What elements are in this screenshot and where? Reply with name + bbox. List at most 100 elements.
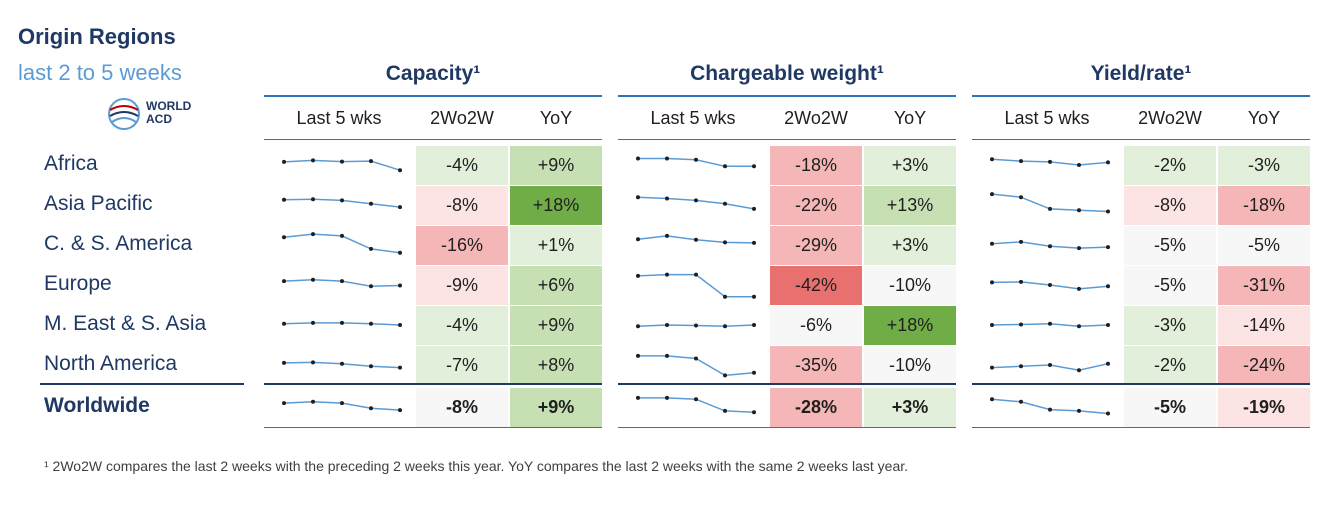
sparkline-point bbox=[340, 159, 344, 164]
column-header: Last 5 wks bbox=[296, 108, 382, 128]
yoy-cell: -5% bbox=[1218, 226, 1310, 265]
sparkline-point bbox=[398, 205, 402, 210]
header-rule bbox=[264, 139, 602, 140]
sparkline-point bbox=[1048, 244, 1052, 249]
sparkline-point bbox=[723, 240, 727, 245]
yoy-cell: +3% bbox=[864, 146, 956, 185]
wow-cell: -7% bbox=[416, 346, 508, 385]
sparkline-point bbox=[636, 395, 640, 400]
sparkline-point bbox=[398, 365, 402, 370]
sparkline-point bbox=[340, 198, 344, 203]
worldwide-divider bbox=[40, 383, 244, 385]
column-header: YoY bbox=[539, 108, 573, 128]
sparkline bbox=[990, 321, 1110, 329]
sparkline bbox=[990, 192, 1110, 214]
yoy-cell: +6% bbox=[510, 266, 602, 305]
sparkline-point bbox=[1019, 364, 1023, 369]
sparkline-point bbox=[340, 401, 344, 406]
sparkline-point bbox=[369, 284, 373, 289]
sparkline-point bbox=[1077, 324, 1081, 329]
worldwide-divider bbox=[972, 383, 1310, 385]
sparkline-point bbox=[311, 360, 315, 365]
wow-cell: -16% bbox=[416, 226, 508, 265]
logo-text: WORLD ACD bbox=[146, 99, 192, 126]
sparkline bbox=[636, 353, 756, 378]
sparkline-point bbox=[694, 272, 698, 277]
yoy-cell: -18% bbox=[1218, 186, 1310, 225]
group-rule bbox=[972, 95, 1310, 97]
wow-cell: -8% bbox=[416, 186, 508, 225]
region-label: C. & S. America bbox=[44, 232, 193, 255]
worldwide-divider bbox=[264, 383, 602, 385]
region-label: Africa bbox=[44, 152, 98, 175]
sparkline-point bbox=[1077, 163, 1081, 167]
sparkline-point bbox=[1077, 368, 1081, 373]
sparkline-point bbox=[665, 353, 669, 358]
yoy-cell: -24% bbox=[1218, 346, 1310, 385]
sparkline-point bbox=[1019, 322, 1023, 327]
yoy-cell: +3% bbox=[864, 388, 956, 427]
sparkline-point bbox=[723, 373, 727, 378]
sparkline-point bbox=[636, 156, 640, 161]
wow-cell: -28% bbox=[770, 388, 862, 427]
header-rule bbox=[972, 139, 1310, 140]
yoy-cell: +1% bbox=[510, 226, 602, 265]
sparkline-point bbox=[369, 364, 373, 369]
sparkline-point bbox=[636, 237, 640, 242]
sparkline-point bbox=[636, 353, 640, 358]
sparkline-point bbox=[1048, 321, 1052, 326]
yoy-cell: -14% bbox=[1218, 306, 1310, 345]
wow-cell: -2% bbox=[1124, 146, 1216, 185]
column-header: Last 5 wks bbox=[1004, 108, 1090, 128]
sparkline-point bbox=[311, 399, 315, 404]
sparkline-point bbox=[990, 157, 994, 162]
yoy-cell: +9% bbox=[510, 306, 602, 345]
sparkline-point bbox=[636, 273, 640, 278]
group-title: Yield/rate¹ bbox=[1090, 62, 1192, 85]
sparkline-point bbox=[1077, 408, 1081, 413]
wow-cell: -29% bbox=[770, 226, 862, 265]
footnote: ¹ 2Wo2W compares the last 2 weeks with t… bbox=[44, 458, 909, 474]
sparkline-point bbox=[665, 395, 669, 400]
sparkline-point bbox=[340, 279, 344, 284]
worldwide-divider bbox=[618, 383, 956, 385]
worldacd-logo: WORLD ACD bbox=[106, 96, 206, 134]
sparkline-point bbox=[1106, 323, 1110, 327]
sparkline-point bbox=[282, 279, 286, 284]
sparkline-point bbox=[723, 294, 727, 299]
sparkline-point bbox=[282, 321, 286, 326]
wow-cell: -3% bbox=[1124, 306, 1216, 345]
sparkline bbox=[990, 279, 1110, 291]
sparkline-point bbox=[752, 294, 756, 299]
sparkline-point bbox=[723, 408, 727, 413]
region-label: Europe bbox=[44, 272, 112, 295]
sparkline-point bbox=[1106, 284, 1110, 289]
sparkline-point bbox=[1048, 206, 1052, 211]
sparkline-point bbox=[311, 232, 315, 237]
yoy-cell: -10% bbox=[864, 346, 956, 385]
sparkline-point bbox=[340, 320, 344, 325]
column-header: YoY bbox=[893, 108, 927, 128]
sparkline-point bbox=[665, 323, 669, 327]
yoy-cell: -10% bbox=[864, 266, 956, 305]
sparkline-point bbox=[311, 277, 315, 282]
sparkline-point bbox=[369, 201, 373, 206]
sparkline-point bbox=[398, 408, 402, 413]
sparkline-point bbox=[1106, 209, 1110, 214]
sparkline bbox=[282, 320, 402, 327]
sparkline-point bbox=[636, 324, 640, 329]
sparkline-point bbox=[1048, 407, 1052, 412]
sparkline-point bbox=[752, 323, 756, 327]
sparkline bbox=[636, 272, 756, 299]
sparkline bbox=[990, 361, 1110, 373]
yoy-cell: +9% bbox=[510, 388, 602, 427]
sparkline-point bbox=[398, 168, 402, 173]
group-rule bbox=[264, 95, 602, 97]
sparkline-point bbox=[282, 159, 286, 164]
column-header: YoY bbox=[1247, 108, 1281, 128]
sparkline-point bbox=[1106, 411, 1110, 416]
sparkline bbox=[282, 360, 402, 370]
sparkline-point bbox=[990, 280, 994, 285]
bottom-rule bbox=[264, 427, 602, 428]
yoy-cell: +8% bbox=[510, 346, 602, 385]
